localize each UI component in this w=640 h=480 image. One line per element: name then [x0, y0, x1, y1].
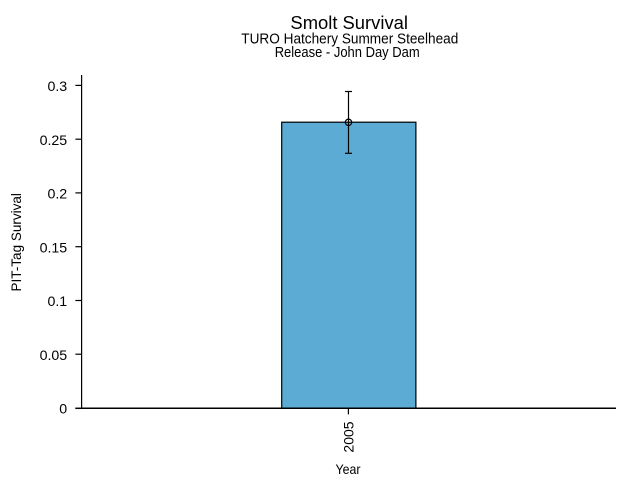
svg-text:Year: Year [336, 462, 361, 477]
svg-text:PIT-Tag Survival: PIT-Tag Survival [9, 193, 24, 291]
svg-text:0.25: 0.25 [40, 133, 68, 149]
svg-text:0.1: 0.1 [47, 294, 67, 310]
svg-text:0.05: 0.05 [40, 348, 68, 364]
svg-text:Release - John Day Dam: Release - John Day Dam [275, 45, 420, 61]
svg-text:Smolt Survival: Smolt Survival [290, 12, 408, 33]
svg-text:0.3: 0.3 [47, 79, 67, 95]
svg-text:0.2: 0.2 [47, 187, 67, 203]
svg-text:0.15: 0.15 [40, 240, 68, 256]
svg-text:TURO Hatchery Summer Steelhead: TURO Hatchery Summer Steelhead [241, 31, 458, 47]
svg-text:0: 0 [59, 402, 67, 418]
svg-text:2005: 2005 [340, 421, 356, 452]
